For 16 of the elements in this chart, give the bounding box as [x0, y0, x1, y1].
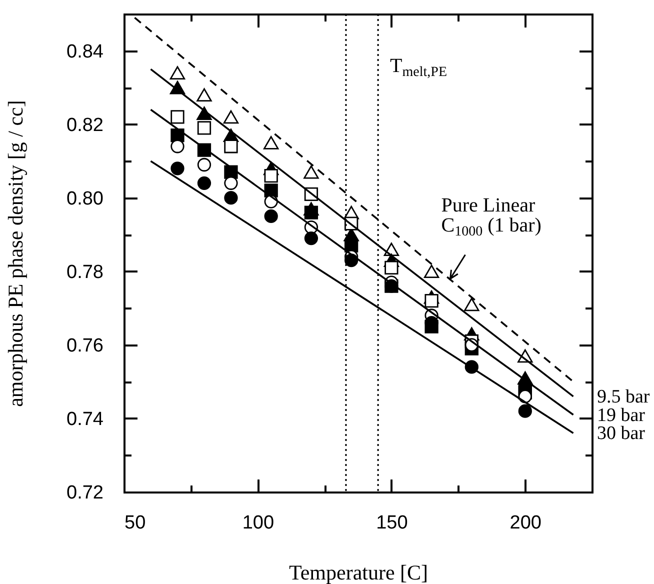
y-tick-label: 0.78: [66, 262, 104, 283]
x-tick-label: 200: [510, 512, 542, 534]
y-tick-label: 0.80: [66, 188, 104, 210]
y-tick-label: 0.72: [66, 482, 104, 504]
x-tick-label: 100: [242, 512, 274, 534]
y-tick-label: 0.84: [66, 41, 104, 62]
y-tick-label: 0.82: [66, 114, 104, 136]
y-tick-label: 0.74: [66, 408, 104, 430]
y-axis-title: amorphous PE phase density [g / cc]: [4, 100, 28, 407]
y-tick-label: 0.76: [66, 335, 104, 356]
x-tick-label: 50: [124, 512, 146, 534]
series-label: 19 bar: [597, 404, 646, 426]
x-axis-title: Temperature [C]: [288, 560, 428, 584]
series-label: 30 bar: [597, 423, 646, 444]
legend-label: 9.5 bar: [597, 386, 650, 408]
x-tick-label: 150: [376, 512, 408, 534]
